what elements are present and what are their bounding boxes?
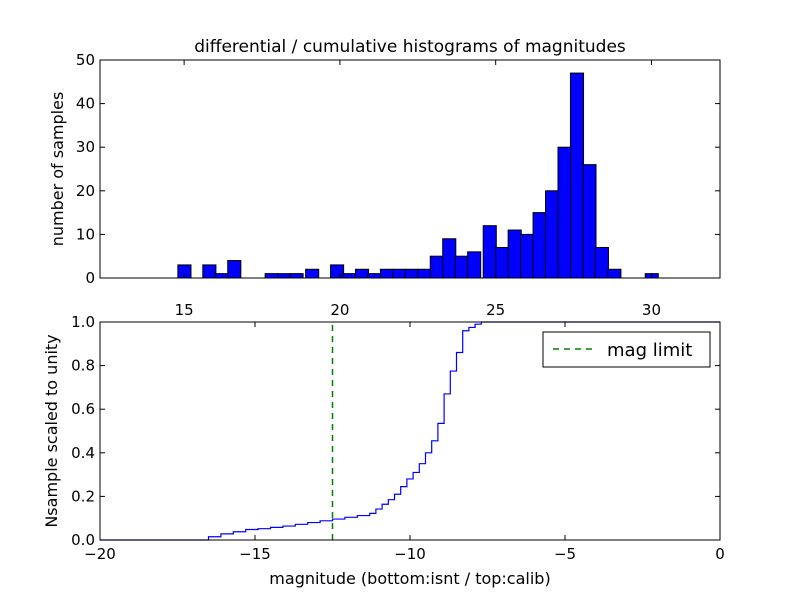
histogram-bar bbox=[545, 190, 560, 279]
histogram-bar bbox=[569, 72, 585, 279]
histogram-bar bbox=[495, 246, 510, 279]
histogram-bar bbox=[305, 268, 320, 279]
histogram-bar bbox=[214, 273, 229, 279]
histogram-bar bbox=[482, 225, 497, 279]
histogram-bar bbox=[467, 251, 482, 279]
histogram-bar bbox=[454, 255, 469, 279]
histogram-bar bbox=[507, 229, 522, 279]
x-tick-label: 25 bbox=[486, 301, 505, 319]
histogram-bar bbox=[277, 273, 292, 279]
histogram-bar bbox=[289, 273, 304, 279]
histogram-bar bbox=[392, 268, 407, 279]
histogram-bars bbox=[177, 72, 659, 279]
legend-box bbox=[542, 331, 711, 368]
x-tick-label: 20 bbox=[330, 301, 349, 319]
y-tick-label: 0.8 bbox=[71, 357, 95, 375]
histogram-bar bbox=[607, 268, 622, 279]
histogram-bar bbox=[594, 246, 609, 279]
y-tick-label: 10 bbox=[76, 225, 95, 243]
top-plot-frame bbox=[99, 59, 721, 279]
histogram-bar bbox=[557, 146, 572, 279]
y-tick-label: 40 bbox=[76, 95, 95, 113]
histogram-bar bbox=[582, 164, 597, 279]
x-tick-label: 0 bbox=[715, 545, 725, 563]
histogram-bar bbox=[330, 264, 345, 279]
histogram-bar bbox=[367, 273, 382, 279]
y-tick-label: 1.0 bbox=[71, 313, 95, 331]
y-tick-label: 0.6 bbox=[71, 400, 95, 418]
bottom-x-axis-label: magnitude (bottom:isnt / top:calib) bbox=[269, 569, 550, 588]
legend-label-mag-limit: mag limit bbox=[607, 340, 692, 361]
bottom-y-axis-label: Nsample scaled to unity bbox=[42, 334, 61, 527]
bottom-y-ticks: 0.0 0.2 0.4 0.6 0.8 1.0 bbox=[71, 313, 720, 549]
top-y-ticks: 0 10 20 30 40 50 bbox=[76, 51, 720, 287]
histogram-bar bbox=[404, 268, 419, 279]
x-tick-label: −15 bbox=[239, 545, 271, 563]
histogram-bar bbox=[342, 273, 357, 279]
bottom-x-ticks: −20 −15 −10 −5 0 bbox=[84, 322, 725, 563]
bottom-cumulative-chart: −20 −15 −10 −5 0 0.0 0.2 0.4 0.6 0.8 1.0 Nsample … bbox=[42, 313, 725, 588]
histogram-bar bbox=[354, 268, 370, 279]
histogram-bar bbox=[442, 238, 457, 279]
top-x-ticks: 15 20 25 30 bbox=[175, 60, 661, 319]
x-tick-label: −20 bbox=[84, 545, 116, 563]
histogram-bar bbox=[417, 268, 432, 279]
legend: mag limit bbox=[542, 331, 711, 368]
y-tick-label: 0.0 bbox=[71, 531, 95, 549]
x-tick-label: −10 bbox=[394, 545, 426, 563]
y-tick-label: 0 bbox=[85, 269, 95, 287]
x-tick-label: 15 bbox=[175, 301, 194, 319]
histogram-bar bbox=[520, 233, 535, 279]
histogram-bar bbox=[429, 255, 444, 279]
histogram-bar bbox=[379, 268, 394, 279]
x-tick-label: −5 bbox=[554, 545, 576, 563]
y-tick-label: 30 bbox=[76, 138, 95, 156]
histogram-bar bbox=[202, 264, 217, 279]
top-y-axis-label: number of samples bbox=[48, 92, 67, 247]
y-tick-label: 0.4 bbox=[71, 444, 95, 462]
top-histogram-chart: differential / cumulative histograms of … bbox=[48, 37, 721, 319]
histogram-bar bbox=[227, 260, 242, 279]
y-tick-label: 0.2 bbox=[71, 487, 95, 505]
y-tick-label: 50 bbox=[76, 51, 95, 69]
histogram-bar bbox=[532, 212, 547, 279]
cumulative-step-line bbox=[100, 321, 720, 541]
y-tick-label: 20 bbox=[76, 182, 95, 200]
chart-title: differential / cumulative histograms of … bbox=[194, 37, 626, 57]
x-tick-label: 30 bbox=[642, 301, 661, 319]
histogram-bar bbox=[264, 273, 279, 279]
